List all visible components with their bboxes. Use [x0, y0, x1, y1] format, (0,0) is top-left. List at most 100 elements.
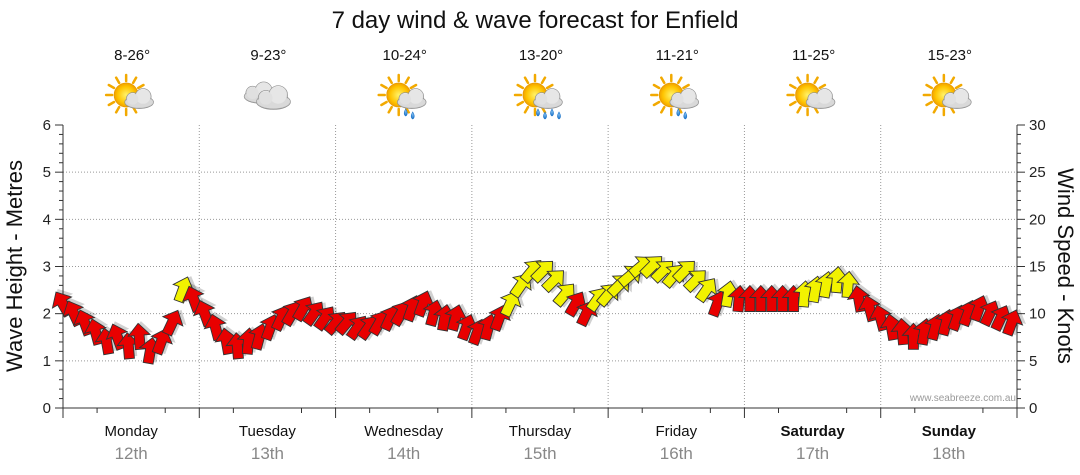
- day-date: 17th: [796, 444, 829, 463]
- temperature-label: 9-23°: [250, 47, 286, 64]
- wind-arrow-shape: [150, 328, 173, 356]
- rain-drop: [543, 111, 547, 120]
- day-labels: Monday 12th Tuesday 13th Wednesday 14th Thursd…: [104, 423, 976, 463]
- left-tick-label: 0: [43, 400, 51, 417]
- wind-arrow-shape: [552, 283, 575, 308]
- rain-drop: [557, 111, 561, 120]
- rain-drop: [536, 108, 540, 117]
- cloudy-icon: [243, 81, 291, 110]
- wind-arrow: [412, 290, 438, 318]
- sun-ray: [523, 105, 530, 114]
- rain-drop: [403, 108, 408, 117]
- wind-arrow: [499, 290, 525, 318]
- showers-icon: [650, 73, 699, 120]
- wind-arrow-shape: [825, 265, 850, 294]
- cloud-shape: [124, 88, 154, 109]
- wind-arrow: [825, 264, 852, 294]
- cloud-fill: [672, 93, 684, 105]
- wind-arrow: [671, 260, 698, 284]
- showers-icon: [377, 73, 427, 120]
- sun-ray: [652, 100, 661, 107]
- cloud-shape: [397, 88, 427, 109]
- sun-ray: [114, 105, 121, 114]
- wind-arrow: [552, 283, 578, 308]
- temperature-label: 15-23°: [928, 47, 972, 64]
- sun-ray: [114, 76, 121, 85]
- sun-ray: [131, 76, 138, 85]
- credit-text: www.seabreeze.com.au: [909, 393, 1016, 404]
- sun-ray: [932, 76, 939, 85]
- wind-arrow-shape: [161, 309, 184, 337]
- wind-arrow-shape: [682, 270, 706, 294]
- cloud-fill: [536, 93, 548, 105]
- sun-ray: [387, 76, 393, 85]
- wind-arrow-shape: [694, 278, 718, 304]
- sun-ray: [652, 83, 661, 90]
- wind-arrow-shape: [968, 295, 991, 323]
- right-tick-label: 25: [1029, 164, 1046, 181]
- cloud-fill: [259, 91, 273, 105]
- wind-arrow: [172, 276, 198, 304]
- sun-ray: [107, 83, 116, 90]
- right-tick-label: 5: [1029, 353, 1037, 370]
- left-tick-label: 2: [43, 306, 51, 323]
- left-tick-label: 6: [43, 117, 51, 134]
- left-tick-label: 3: [43, 259, 51, 276]
- sun-ray: [682, 83, 690, 90]
- day-date: 12th: [115, 444, 148, 463]
- day-date: 15th: [523, 444, 556, 463]
- left-tick-label: 4: [43, 211, 51, 228]
- partly-cloudy-icon: [922, 73, 972, 117]
- temperature-label: 11-21°: [656, 47, 699, 64]
- day-name: Sunday: [922, 423, 977, 440]
- wind-arrow: [161, 309, 187, 337]
- sun-ray: [796, 76, 802, 85]
- cloud-fill: [246, 87, 259, 99]
- cloud-shape: [805, 88, 836, 109]
- sun-ray: [380, 100, 388, 107]
- rain-drop: [550, 108, 554, 117]
- temperature-label: 11-25°: [792, 47, 835, 64]
- wind-arrow-shape: [716, 280, 741, 309]
- temperature-label: 10-24°: [383, 47, 427, 64]
- sun-ray: [523, 76, 530, 85]
- wind-arrow: [1000, 309, 1027, 337]
- day-date: 13th: [251, 444, 284, 463]
- wind-arrow-shape: [1000, 309, 1024, 337]
- cloud-fill: [544, 89, 560, 104]
- right-axis-title: Wind Speed - Knots: [1053, 168, 1078, 364]
- wind-arrow: [682, 270, 709, 294]
- cloud-fill: [817, 89, 832, 104]
- cloud-fill: [944, 93, 957, 105]
- partly-cloudy-icon: [104, 73, 154, 117]
- wind-arrow-shape: [564, 291, 587, 318]
- sun-ray: [813, 76, 819, 85]
- temperature-label: 8-26°: [114, 47, 150, 64]
- cloud-fill: [135, 89, 151, 104]
- day-name: Thursday: [509, 423, 572, 440]
- wind-arrow-shape: [422, 299, 446, 328]
- sun-ray: [516, 83, 525, 90]
- right-tick-label: 0: [1029, 400, 1037, 417]
- sun-ray: [387, 105, 393, 114]
- sun-ray: [660, 105, 666, 114]
- cloud-fill: [127, 93, 139, 105]
- right-tick-label: 15: [1029, 259, 1046, 276]
- cloud-fill: [399, 93, 411, 105]
- day-name: Saturday: [780, 423, 845, 440]
- sun-ray: [516, 100, 525, 107]
- left-axis-title: Wave Height - Metres: [2, 160, 27, 372]
- sun-ray: [932, 105, 939, 114]
- cloud-shape: [942, 88, 972, 109]
- day-name: Tuesday: [239, 423, 296, 440]
- sun-ray: [949, 76, 956, 85]
- chart-title: 7 day wind & wave forecast for Enfield: [332, 7, 739, 34]
- sun-ray: [540, 76, 547, 85]
- left-axis-ticks: 0 1 2 3 4 5 6: [43, 117, 63, 417]
- day-name: Wednesday: [364, 423, 443, 440]
- rain-icon: [513, 73, 563, 120]
- left-tick-label: 5: [43, 164, 51, 181]
- sun-ray: [404, 76, 410, 85]
- right-tick-label: 30: [1029, 117, 1046, 134]
